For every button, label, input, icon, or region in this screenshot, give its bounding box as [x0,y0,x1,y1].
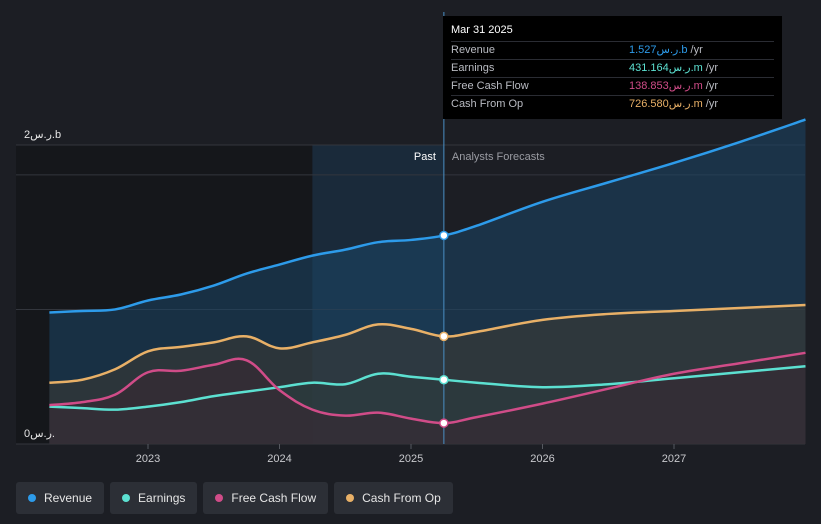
tooltip-row-value: 726.580ر.س.m/yr [629,96,718,113]
tooltip-value-unit: /yr [690,44,703,56]
x-tick-label: 2023 [136,453,160,465]
past-label: Past [414,151,436,163]
tooltip-row-value: 431.164ر.س.m/yr [629,60,718,77]
legend-dot-icon [215,494,224,502]
tooltip-row-label: Free Cash Flow [451,80,529,92]
legend-item-cash-from-op[interactable]: Cash From Op [334,482,453,514]
tooltip-rows: Revenue 1.527ر.س.b/yr Earnings 431.164ر.س.m… [451,41,774,113]
earnings-marker [439,374,449,385]
free_cash_flow-area [49,352,806,444]
x-tick-label: 2026 [530,453,554,465]
earnings-line [49,365,806,411]
free_cash_flow-line [49,351,806,425]
series-lines [49,118,806,425]
tooltip-row: Free Cash Flow 138.853ر.س.m/yr [451,77,774,95]
tooltip-value-number: 138.853ر.س.m [629,80,703,92]
legend-item-free-cash-flow[interactable]: Free Cash Flow [203,482,329,514]
revenue-marker [439,230,449,241]
tooltip-row-value: 1.527ر.س.b/yr [629,42,703,59]
tooltip-value-number: 1.527ر.س.b [629,44,688,56]
cash_from_op-marker [439,331,449,342]
x-tick-label: 2025 [399,453,423,465]
tooltip-value-unit: /yr [705,98,719,110]
tooltip-value-number: 726.580ر.س.m [629,98,703,110]
x-tick-label: 2024 [267,453,291,465]
legend-label: Free Cash Flow [231,491,317,505]
revenue-line [49,118,806,314]
tooltip-markers [439,230,449,428]
tooltip-row-value: 138.853ر.س.m/yr [629,78,718,95]
tooltip-row-label: Revenue [451,44,496,56]
legend: Revenue Earnings Free Cash Flow Cash From O… [16,482,453,514]
legend-item-earnings[interactable]: Earnings [110,482,198,514]
forecast-label: Analysts Forecasts [452,151,545,163]
tooltip-value-unit: /yr [705,80,719,92]
tooltip-value-unit: /yr [705,62,719,74]
tooltip-row-label: Cash From Op [451,98,524,110]
tooltip-row: Cash From Op 726.580ر.س.m/yr [451,95,774,113]
tooltip-row-label: Earnings [451,62,495,74]
axis-labels: 2ر.س.b 0ر.س. 2023 2024 2025 2026 2027 [24,129,686,465]
cash_from_op-line [49,303,806,384]
chart-area: 2ر.س.b 0ر.س. 2023 2024 2025 2026 2027 Past Ana… [16,12,806,465]
tooltip-value-number: 431.164ر.س.m [629,62,703,74]
legend-dot-icon [28,494,36,502]
free_cash_flow-marker [439,418,449,428]
legend-dot-icon [122,494,131,502]
legend-label: Revenue [44,491,93,505]
tooltip: Mar 31 2025 Revenue 1.527ر.س.b/yr Earnings… [443,16,782,119]
y-tick-label: 2ر.س.b [24,129,61,141]
legend-item-revenue[interactable]: Revenue [16,482,105,514]
legend-label: Cash From Op [362,491,441,505]
tooltip-row: Revenue 1.527ر.س.b/yr [451,41,774,59]
tooltip-row: Earnings 431.164ر.س.m/yr [451,59,774,77]
legend-dot-icon [346,494,355,502]
y-tick-label: 0ر.س. [24,428,55,440]
x-tick-label: 2027 [662,453,686,465]
tooltip-date: Mar 31 2025 [451,24,513,36]
legend-label: Earnings [138,491,186,505]
